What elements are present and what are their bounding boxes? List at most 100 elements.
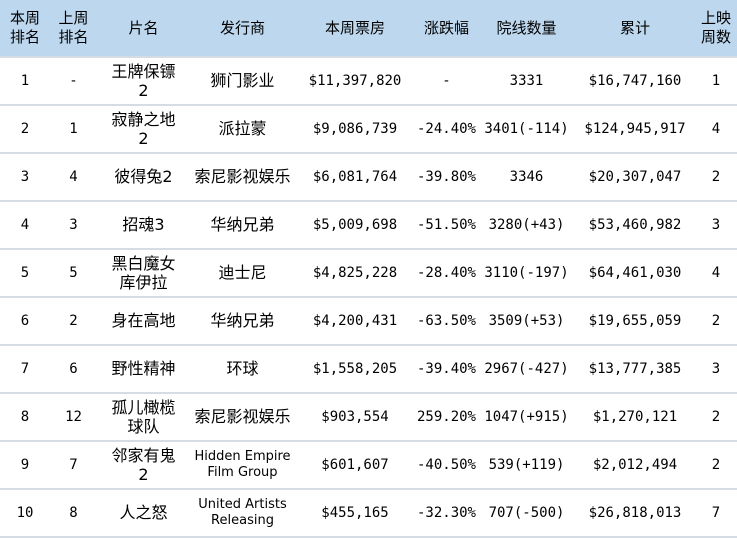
cell-cumulative_gross: $2,012,494 — [575, 441, 695, 490]
cell-change_pct: -39.80% — [415, 153, 478, 202]
cell-cumulative_gross: $64,461,030 — [575, 249, 695, 298]
cell-distributor: Hidden Empire Film Group — [190, 441, 295, 490]
cell-distributor: 狮门影业 — [190, 57, 295, 106]
cell-gross_this_week: $1,558,205 — [295, 345, 415, 394]
col-header-film-title: 片名 — [97, 0, 190, 58]
cell-rank_this_week: 10 — [0, 489, 50, 538]
cell-rank_this_week: 7 — [0, 345, 50, 394]
cell-distributor: 华纳兄弟 — [190, 297, 295, 346]
cell-gross_this_week: $455,165 — [295, 489, 415, 538]
col-header-weeks-released: 上映周数 — [695, 0, 737, 58]
cell-rank_this_week: 1 — [0, 57, 50, 106]
cell-distributor: 迪士尼 — [190, 249, 295, 298]
cell-rank_last_week: 3 — [50, 201, 97, 250]
cell-weeks_released: 3 — [695, 345, 737, 394]
cell-gross_this_week: $903,554 — [295, 393, 415, 442]
cell-theater_count: 3280(+43) — [478, 201, 575, 250]
cell-rank_this_week: 8 — [0, 393, 50, 442]
cell-gross_this_week: $601,607 — [295, 441, 415, 490]
cell-weeks_released: 2 — [695, 441, 737, 490]
cell-rank_last_week: 6 — [50, 345, 97, 394]
cell-weeks_released: 4 — [695, 105, 737, 154]
col-header-rank-last-week: 上周排名 — [50, 0, 97, 58]
cell-change_pct: 259.20% — [415, 393, 478, 442]
col-header-rank-this-week: 本周排名 — [0, 0, 50, 58]
cell-rank_this_week: 4 — [0, 201, 50, 250]
cell-film_title: 黑白魔女库伊拉 — [97, 249, 190, 298]
cell-film_title: 招魂3 — [97, 201, 190, 250]
cell-theater_count: 3346 — [478, 153, 575, 202]
cell-rank_last_week: 12 — [50, 393, 97, 442]
cell-rank_this_week: 5 — [0, 249, 50, 298]
cell-rank_last_week: 8 — [50, 489, 97, 538]
cell-film_title: 人之怒 — [97, 489, 190, 538]
cell-weeks_released: 2 — [695, 297, 737, 346]
cell-rank_last_week: - — [50, 57, 97, 106]
cell-rank_last_week: 7 — [50, 441, 97, 490]
cell-rank_last_week: 2 — [50, 297, 97, 346]
cell-weeks_released: 4 — [695, 249, 737, 298]
cell-theater_count: 3509(+53) — [478, 297, 575, 346]
col-header-cumulative: 累计 — [575, 0, 695, 58]
cell-film_title: 王牌保镖2 — [97, 57, 190, 106]
col-header-theater-count: 院线数量 — [478, 0, 575, 58]
cell-gross_this_week: $6,081,764 — [295, 153, 415, 202]
cell-distributor: United Artists Releasing — [190, 489, 295, 538]
cell-theater_count: 1047(+915) — [478, 393, 575, 442]
table-row: 6 2 身在高地 华纳兄弟 $4,200,431 -63.50% 3509(+53) $19,… — [0, 297, 737, 346]
cell-theater_count: 3331 — [478, 57, 575, 106]
cell-film_title: 邻家有鬼2 — [97, 441, 190, 490]
cell-theater_count: 707(-500) — [478, 489, 575, 538]
cell-change_pct: - — [415, 57, 478, 106]
cell-film_title: 野性精神 — [97, 345, 190, 394]
cell-film_title: 彼得兔2 — [97, 153, 190, 202]
cell-weeks_released: 3 — [695, 201, 737, 250]
table-row: 8 12 孤儿橄榄球队 索尼影视娱乐 $903,554 259.20% 1047(+915)… — [0, 393, 737, 442]
cell-distributor: 环球 — [190, 345, 295, 394]
cell-gross_this_week: $4,200,431 — [295, 297, 415, 346]
cell-rank_last_week: 5 — [50, 249, 97, 298]
cell-film_title: 身在高地 — [97, 297, 190, 346]
cell-rank_last_week: 4 — [50, 153, 97, 202]
col-header-distributor: 发行商 — [190, 0, 295, 58]
cell-change_pct: -51.50% — [415, 201, 478, 250]
cell-weeks_released: 2 — [695, 153, 737, 202]
table-row: 5 5 黑白魔女库伊拉 迪士尼 $4,825,228 -28.40% 3110(-197) $… — [0, 249, 737, 298]
cell-distributor: 索尼影视娱乐 — [190, 393, 295, 442]
header-row: 本周排名 上周排名 片名 发行商 本周票房 涨跌幅 院线数量 累计 上映周数 — [0, 0, 737, 58]
cell-theater_count: 3401(-114) — [478, 105, 575, 154]
cell-distributor: 索尼影视娱乐 — [190, 153, 295, 202]
cell-gross_this_week: $5,009,698 — [295, 201, 415, 250]
cell-weeks_released: 7 — [695, 489, 737, 538]
cell-distributor: 华纳兄弟 — [190, 201, 295, 250]
table-row: 1- 王牌保镖2 狮门影业 $11,397,820-3331 $16,747,160 1 — [0, 57, 737, 106]
table-row: 2 1 寂静之地2 派拉蒙 $9,086,739 -24.40% 3401(-114) $12… — [0, 105, 737, 154]
cell-change_pct: -40.50% — [415, 441, 478, 490]
cell-gross_this_week: $11,397,820 — [295, 57, 415, 106]
cell-cumulative_gross: $26,818,013 — [575, 489, 695, 538]
table-row: 4 3 招魂3 华纳兄弟 $5,009,698 -51.50% 3280(+43) $53,4… — [0, 201, 737, 250]
cell-change_pct: -24.40% — [415, 105, 478, 154]
col-header-gross-this-week: 本周票房 — [295, 0, 415, 58]
cell-film_title: 寂静之地2 — [97, 105, 190, 154]
cell-rank_this_week: 2 — [0, 105, 50, 154]
cell-weeks_released: 2 — [695, 393, 737, 442]
cell-rank_this_week: 3 — [0, 153, 50, 202]
col-header-change-pct: 涨跌幅 — [415, 0, 478, 58]
table-row: 7 6 野性精神 环球 $1,558,205 -39.40% 2967(-427) $13,7… — [0, 345, 737, 394]
cell-cumulative_gross: $124,945,917 — [575, 105, 695, 154]
cell-cumulative_gross: $19,655,059 — [575, 297, 695, 346]
table-row: 9 7 邻家有鬼2 Hidden Empire Film Group $601,607-… — [0, 441, 737, 490]
cell-cumulative_gross: $16,747,160 — [575, 57, 695, 106]
cell-gross_this_week: $4,825,228 — [295, 249, 415, 298]
cell-cumulative_gross: $13,777,385 — [575, 345, 695, 394]
table-row: 10 8 人之怒 United Artists Releasing $455,165 -3… — [0, 489, 737, 538]
table-row: 3 4 彼得兔2 索尼影视娱乐 $6,081,764 -39.80% 3346 $20,307… — [0, 153, 737, 202]
cell-theater_count: 2967(-427) — [478, 345, 575, 394]
cell-gross_this_week: $9,086,739 — [295, 105, 415, 154]
table-body: 1- 王牌保镖2 狮门影业 $11,397,820-3331 $16,747,160 1 2… — [0, 57, 737, 538]
cell-rank_this_week: 9 — [0, 441, 50, 490]
cell-rank_last_week: 1 — [50, 105, 97, 154]
cell-change_pct: -39.40% — [415, 345, 478, 394]
